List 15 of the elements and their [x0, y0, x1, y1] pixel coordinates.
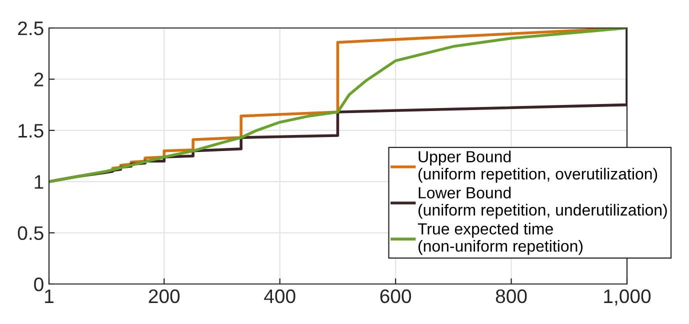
legend-label: True expected time (non-uniform repetition)	[418, 222, 583, 255]
y-tick-label: 1.5	[18, 124, 44, 138]
x-tick-label: 800	[496, 289, 527, 304]
y-tick-label: 0.5	[18, 226, 44, 240]
y-tick-label: 0	[34, 277, 44, 292]
y-tick-label: 2	[34, 72, 44, 86]
x-tick-label: 200	[148, 289, 180, 304]
x-tick-label: 1	[45, 290, 54, 303]
legend-label: Upper Bound (uniform repetition, overutilization)	[418, 150, 658, 183]
legend-label: Lower Bound (uniform repetition, underutilization)	[418, 186, 667, 219]
x-tick-label: 1,000	[604, 289, 651, 306]
x-tick-label: 600	[380, 289, 412, 304]
x-tick-label: 400	[264, 289, 296, 304]
y-tick-label: 2.5	[18, 21, 44, 36]
y-tick-label: 1	[34, 175, 44, 189]
